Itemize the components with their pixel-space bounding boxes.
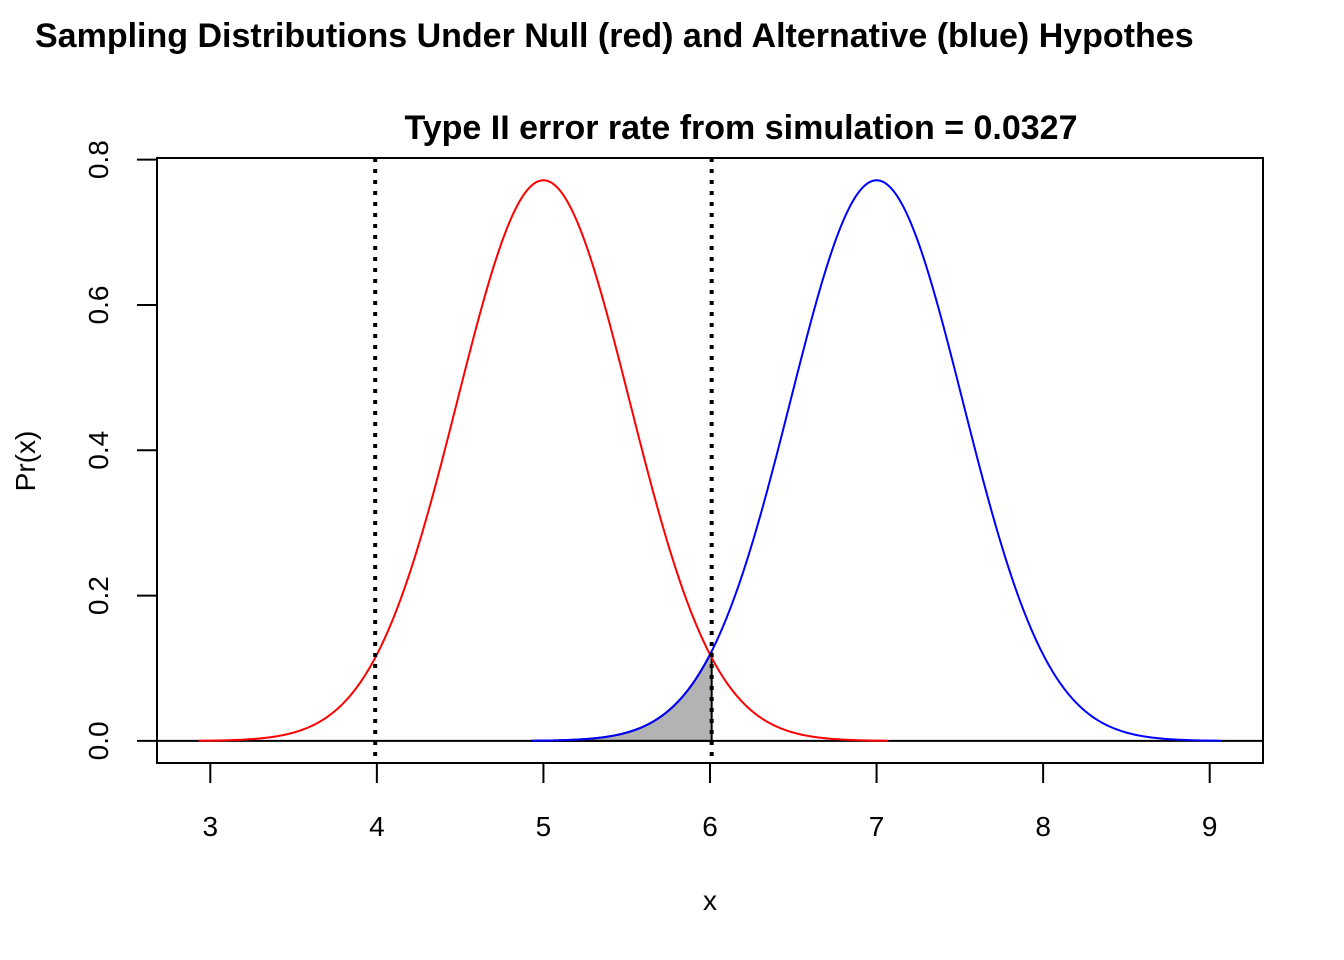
- x-tick-label: 3: [203, 811, 219, 842]
- y-tick-label: 0.0: [83, 721, 114, 760]
- y-axis-label: Pr(x): [10, 431, 41, 492]
- x-axis: 3 4 5 6 7 8 9: [203, 762, 1218, 842]
- y-tick-label: 0.8: [83, 140, 114, 179]
- null-distribution-curve: [198, 179, 889, 742]
- x-tick-label: 5: [536, 811, 552, 842]
- x-tick-label: 9: [1202, 811, 1218, 842]
- y-axis: 0.0 0.2 0.4 0.6 0.8: [83, 140, 158, 760]
- x-tick-label: 4: [369, 811, 385, 842]
- x-tick-label: 8: [1035, 811, 1051, 842]
- x-tick-label: 6: [702, 811, 718, 842]
- chart-subtitle: Type II error rate from simulation = 0.0…: [404, 109, 1077, 147]
- shaded-type-ii-region: [530, 650, 713, 742]
- y-tick-label: 0.4: [83, 431, 114, 470]
- plot-area: [157, 158, 1263, 763]
- chart-title: Sampling Distributions Under Null (red) …: [35, 17, 1194, 55]
- y-tick-label: 0.2: [83, 576, 114, 615]
- alternative-distribution-curve: [531, 179, 1222, 742]
- x-axis-label: x: [703, 885, 717, 916]
- y-tick-label: 0.6: [83, 286, 114, 325]
- x-tick-label: 7: [869, 811, 885, 842]
